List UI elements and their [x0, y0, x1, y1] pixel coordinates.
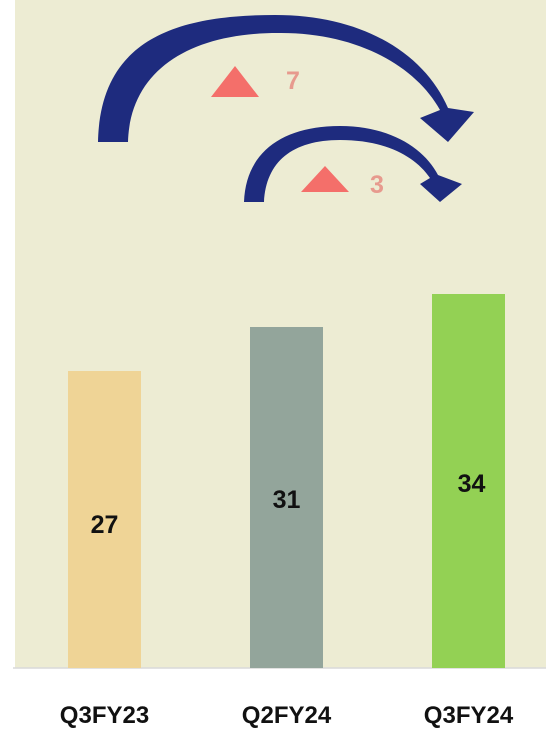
up-triangle-icon: [301, 166, 349, 192]
delta-label-q2fy24: 3: [370, 171, 384, 199]
delta-label-q3fy23: 7: [286, 67, 300, 95]
bar-value-label-q3fy24: 34: [458, 470, 486, 498]
arrow-q3fy23-to-q3fy24: [98, 15, 474, 142]
bars: [68, 294, 505, 668]
category-label-q3fy24: Q3FY24: [424, 702, 514, 729]
bar-value-label-q3fy23: 27: [91, 511, 119, 539]
up-triangle-icon: [211, 66, 259, 97]
bar-value-label-q2fy24: 31: [273, 486, 301, 514]
bar-q3fy24: [432, 294, 505, 668]
category-label-q2fy24: Q2FY24: [242, 702, 332, 729]
arrow-q2fy24-to-q3fy24: [244, 126, 462, 202]
bar-q3fy23: [68, 371, 141, 668]
category-labels: Q3FY23 Q2FY24 Q3FY24: [60, 702, 514, 729]
category-label-q3fy23: Q3FY23: [60, 702, 149, 729]
change-arrows: 73: [98, 15, 474, 202]
bar-q2fy24: [250, 327, 323, 668]
bar-value-labels: 27 31 34: [91, 470, 486, 539]
